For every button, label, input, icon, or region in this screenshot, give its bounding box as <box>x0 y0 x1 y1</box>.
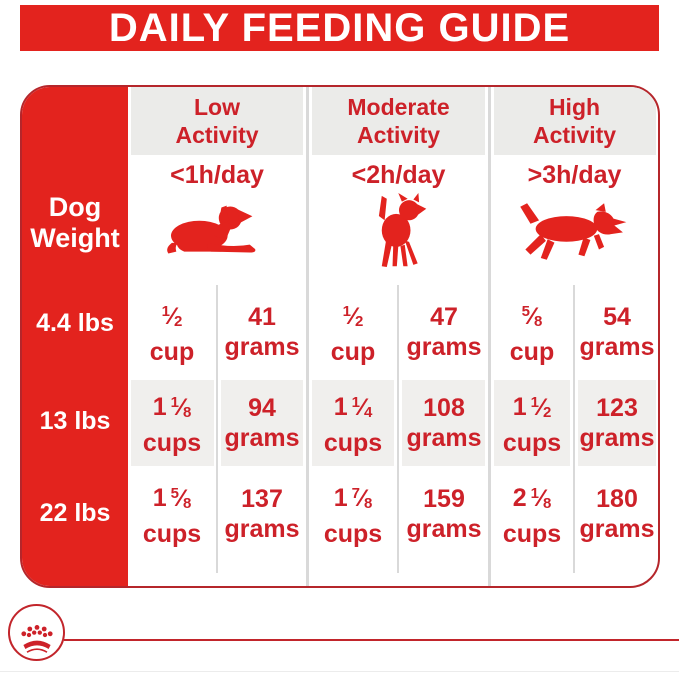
header-cell-background <box>494 87 656 155</box>
column-title-line1: Moderate <box>347 94 450 120</box>
dog-standing-icon <box>363 193 435 272</box>
grams-amount-cell: 94 grams <box>224 394 300 452</box>
subcolumn-divider <box>216 285 218 573</box>
header-cell-background <box>131 87 303 155</box>
subcolumn-divider <box>573 285 575 573</box>
grams-amount-cell: 180 grams <box>579 485 655 543</box>
cup-amount-cell: 1⁄2 cup <box>330 302 376 366</box>
column-title: Moderate Activity <box>309 93 488 149</box>
cup-amount-cell: 1⁄2 cup <box>149 302 195 366</box>
dog-weight-label: Dog Weight <box>22 192 128 254</box>
column-high-activity: High Activity >3h/day <box>491 87 658 586</box>
royal-canin-crown-icon <box>8 604 65 661</box>
row-cell-background <box>221 380 303 466</box>
column-title: High Activity <box>491 93 658 149</box>
dog-weight-label-line1: Dog <box>48 192 102 222</box>
cup-amount-cell: 1 1⁄4 cups <box>323 393 383 457</box>
column-title-line2: Activity <box>175 122 259 148</box>
grams-amount-cell: 41 grams <box>224 302 300 361</box>
column-title-line1: High <box>548 94 601 120</box>
dog-weight-column <box>22 87 128 586</box>
footer-divider-line <box>64 639 679 641</box>
column-title-line2: Activity <box>356 122 441 148</box>
row-cell-background <box>494 380 570 466</box>
feeding-table: Dog Weight 4.4 lbs 13 lbs 22 lbs Low Act… <box>20 85 660 588</box>
grams-amount-cell: 108 grams <box>406 394 482 452</box>
grams-amount-cell: 159 grams <box>406 485 482 543</box>
grams-amount-cell: 54 grams <box>579 302 655 361</box>
column-divider <box>488 87 491 586</box>
cup-amount-cell: 5⁄8 cup <box>509 302 555 366</box>
column-title-line2: Activity <box>532 122 617 148</box>
dog-lying-icon <box>160 193 275 267</box>
cup-amount-cell: 1 1⁄2 cups <box>502 393 562 457</box>
row-cell-background <box>131 380 214 466</box>
row-cell-background <box>578 380 656 466</box>
grams-amount-cell: 123 grams <box>579 394 655 452</box>
page-title: DAILY FEEDING GUIDE <box>20 5 659 51</box>
cup-amount-cell: 1 1⁄8 cups <box>142 393 202 457</box>
cup-amount-cell: 1 7⁄8 cups <box>323 484 383 548</box>
bottom-hairline <box>0 671 679 672</box>
weight-row-label: 22 lbs <box>39 499 111 527</box>
column-divider <box>306 87 309 586</box>
duration-label: >3h/day <box>527 161 622 189</box>
row-cell-background <box>312 380 394 466</box>
subcolumn-divider <box>397 285 399 573</box>
weight-row-label: 13 lbs <box>39 407 111 435</box>
dog-running-icon <box>515 193 635 270</box>
column-title-line1: Low <box>194 94 240 120</box>
cup-amount-cell: 1 5⁄8 cups <box>142 484 202 548</box>
grams-amount-cell: 137 grams <box>224 485 300 543</box>
dog-weight-label-line2: Weight <box>30 223 120 253</box>
column-moderate-activity: Moderate Activity <2h/day <box>309 87 488 586</box>
row-cell-background <box>402 380 485 466</box>
grams-amount-cell: 47 grams <box>406 302 482 361</box>
column-title: Low Activity <box>128 93 306 149</box>
duration-label: <2h/day <box>351 161 446 189</box>
column-low-activity: Low Activity <1h/day <box>128 87 306 586</box>
weight-row-label: 4.4 lbs <box>36 309 114 337</box>
cup-amount-cell: 2 1⁄8 cups <box>502 484 562 548</box>
duration-label: <1h/day <box>170 161 264 189</box>
header-cell-background <box>312 87 485 155</box>
